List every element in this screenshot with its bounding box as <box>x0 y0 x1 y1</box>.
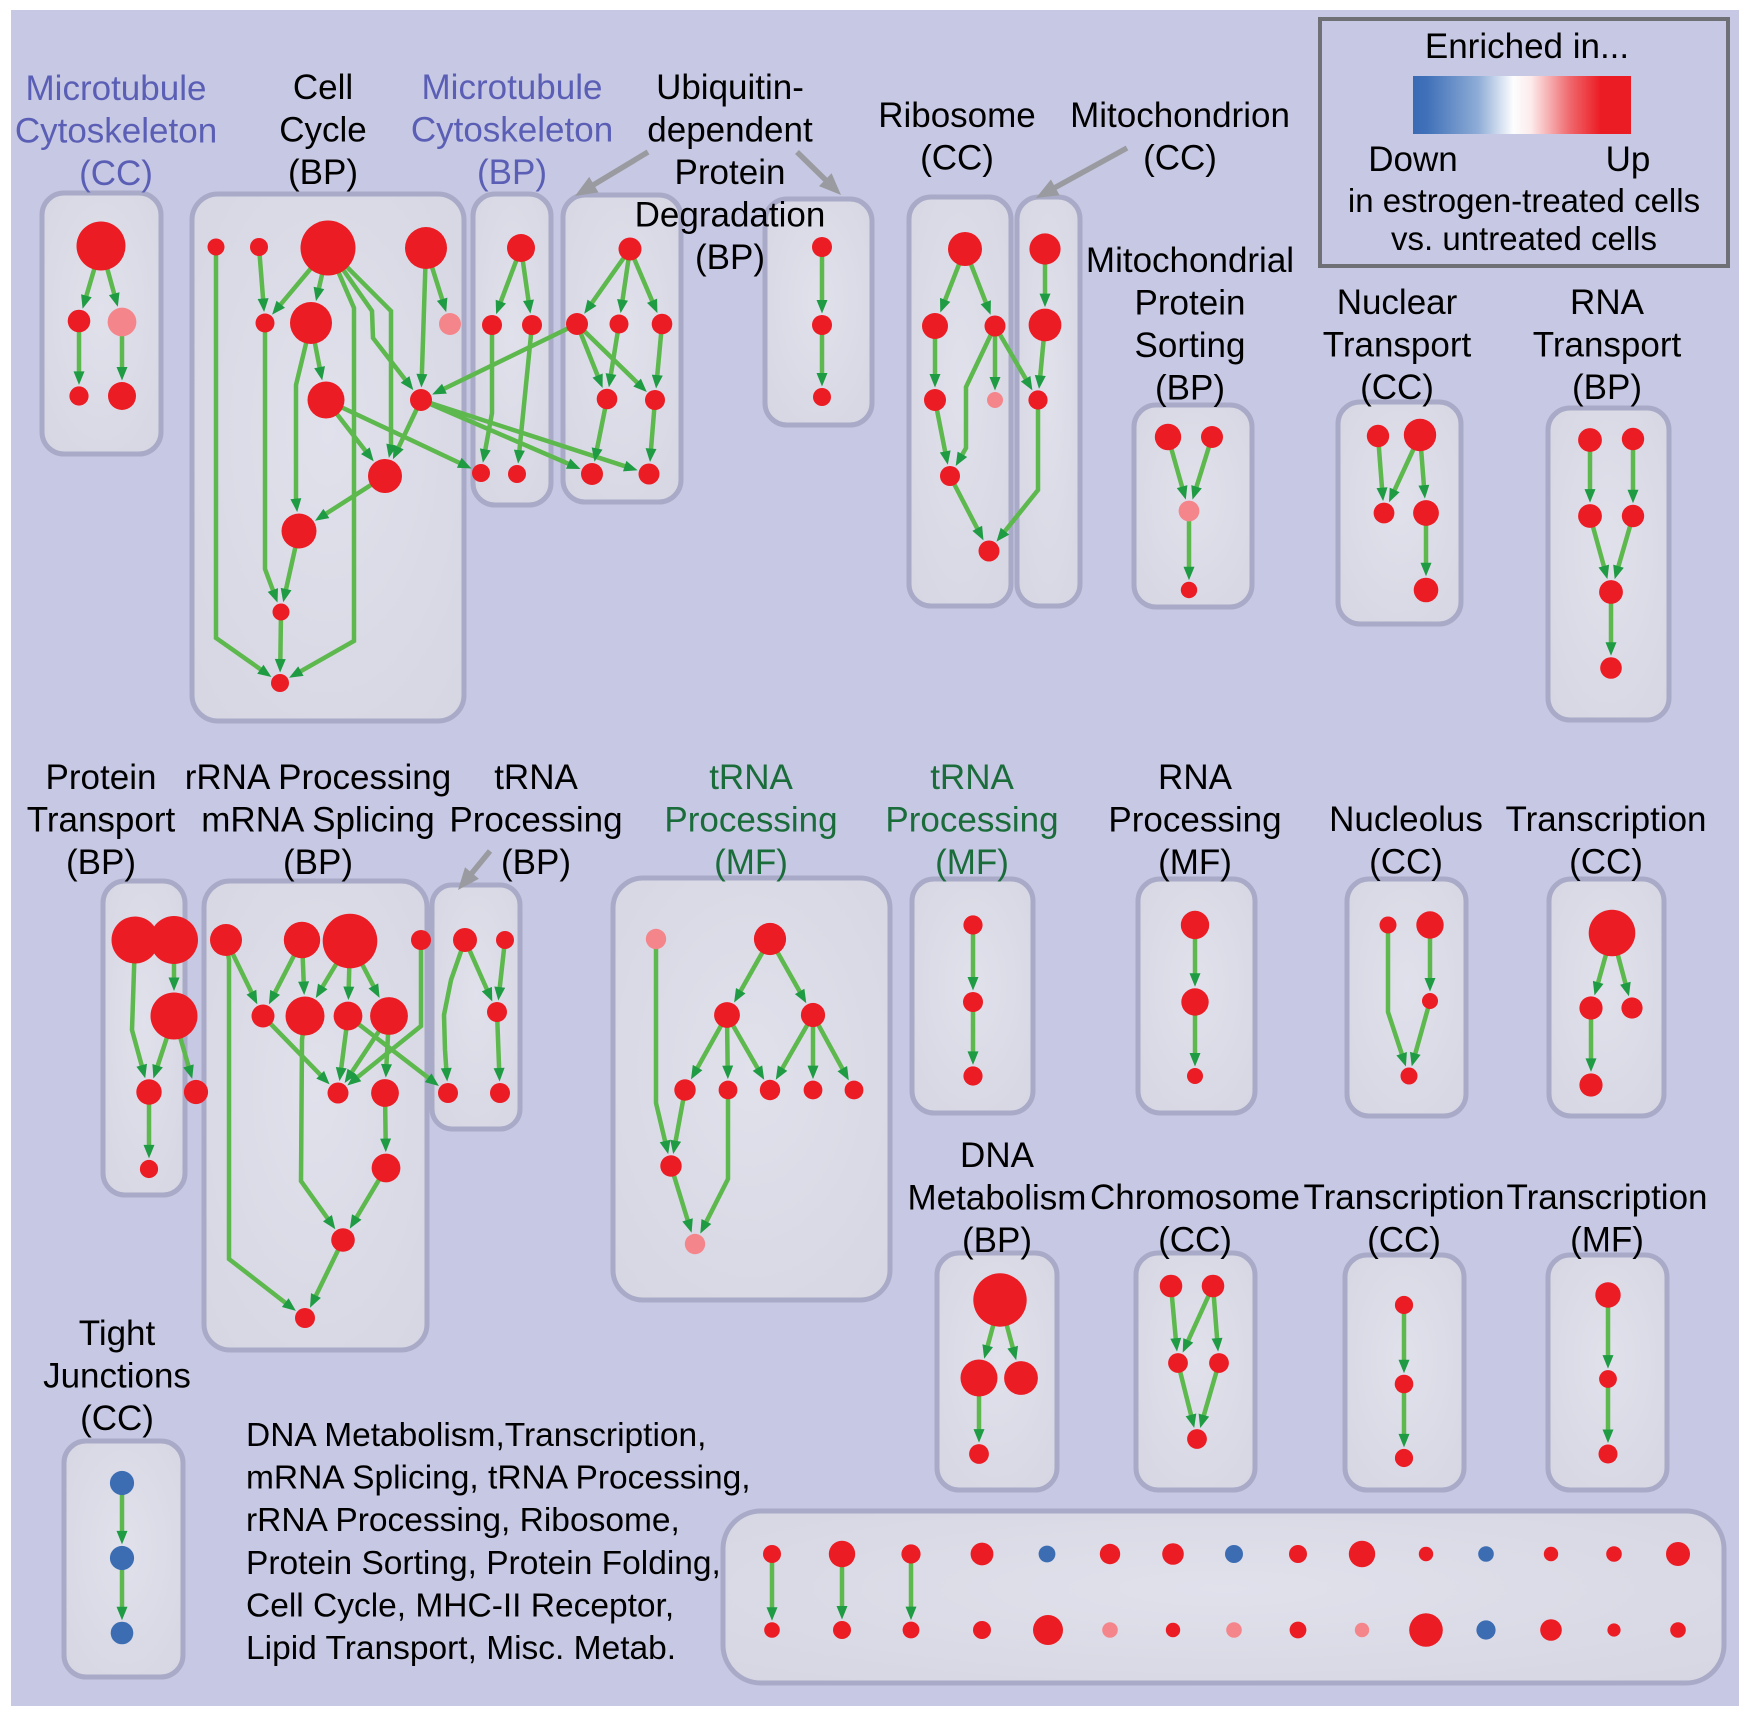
svg-text:(CC): (CC) <box>1143 139 1217 178</box>
svg-text:DNA Metabolism,Transcription,: DNA Metabolism,Transcription, <box>246 1417 706 1454</box>
svg-text:Nucleolus: Nucleolus <box>1329 800 1483 839</box>
svg-text:Transcription: Transcription <box>1304 1178 1505 1217</box>
svg-text:mRNA Splicing, tRNA Processing: mRNA Splicing, tRNA Processing, <box>246 1460 751 1497</box>
svg-text:Cytoskeleton: Cytoskeleton <box>15 112 217 151</box>
svg-text:(BP): (BP) <box>1572 368 1642 407</box>
svg-text:Protein: Protein <box>1135 284 1246 323</box>
svg-text:(CC): (CC) <box>1158 1221 1232 1260</box>
svg-text:Cell Cycle, MHC-II Receptor,: Cell Cycle, MHC-II Receptor, <box>246 1587 674 1624</box>
svg-text:(MF): (MF) <box>714 843 788 882</box>
svg-text:Protein Sorting, Protein Foldi: Protein Sorting, Protein Folding, <box>246 1545 721 1582</box>
svg-text:Processing: Processing <box>664 801 837 840</box>
svg-text:Up: Up <box>1606 140 1651 179</box>
svg-text:Protein: Protein <box>46 758 157 797</box>
svg-text:dependent: dependent <box>647 111 813 150</box>
svg-text:Transport: Transport <box>1323 326 1472 365</box>
svg-text:Tight: Tight <box>79 1314 156 1353</box>
svg-text:Transport: Transport <box>27 801 176 840</box>
svg-text:Processing: Processing <box>449 801 622 840</box>
svg-text:(CC): (CC) <box>1360 368 1434 407</box>
svg-text:DNA: DNA <box>960 1136 1035 1175</box>
svg-text:Processing: Processing <box>885 801 1058 840</box>
svg-text:mRNA Splicing: mRNA Splicing <box>201 801 434 840</box>
svg-text:Chromosome: Chromosome <box>1090 1178 1300 1217</box>
svg-text:Sorting: Sorting <box>1135 326 1246 365</box>
svg-text:Microtubule: Microtubule <box>422 68 603 107</box>
svg-text:rRNA Processing: rRNA Processing <box>185 758 451 797</box>
svg-text:RNA: RNA <box>1570 283 1645 322</box>
svg-text:Transport: Transport <box>1533 326 1682 365</box>
svg-text:(BP): (BP) <box>283 843 353 882</box>
svg-text:Degradation: Degradation <box>635 196 826 235</box>
svg-text:tRNA: tRNA <box>494 758 578 797</box>
svg-text:Metabolism: Metabolism <box>908 1179 1087 1218</box>
svg-text:tRNA: tRNA <box>930 758 1014 797</box>
svg-text:tRNA: tRNA <box>709 758 793 797</box>
svg-text:Transcription: Transcription <box>1506 800 1707 839</box>
svg-text:Mitochondrion: Mitochondrion <box>1070 96 1290 135</box>
svg-text:Ribosome: Ribosome <box>878 96 1036 135</box>
svg-text:(MF): (MF) <box>1158 843 1232 882</box>
svg-text:Cycle: Cycle <box>279 111 367 150</box>
svg-text:Transcription: Transcription <box>1507 1178 1708 1217</box>
svg-text:Processing: Processing <box>1108 801 1281 840</box>
svg-text:RNA: RNA <box>1158 758 1233 797</box>
svg-text:(BP): (BP) <box>962 1221 1032 1260</box>
svg-text:Down: Down <box>1368 140 1457 179</box>
svg-text:(CC): (CC) <box>1367 1221 1441 1260</box>
svg-text:vs. untreated cells: vs. untreated cells <box>1391 220 1657 257</box>
svg-text:(CC): (CC) <box>80 1399 154 1438</box>
svg-text:rRNA Processing, Ribosome,: rRNA Processing, Ribosome, <box>246 1502 680 1539</box>
svg-text:Cytoskeleton: Cytoskeleton <box>411 111 613 150</box>
svg-text:(BP): (BP) <box>695 238 765 277</box>
svg-text:(BP): (BP) <box>288 153 358 192</box>
svg-text:Protein: Protein <box>675 153 786 192</box>
svg-text:(MF): (MF) <box>1570 1221 1644 1260</box>
svg-text:(BP): (BP) <box>477 153 547 192</box>
svg-text:Enriched in...: Enriched in... <box>1425 27 1629 66</box>
svg-text:Lipid Transport, Misc. Metab.: Lipid Transport, Misc. Metab. <box>246 1630 676 1667</box>
svg-text:(CC): (CC) <box>1369 843 1443 882</box>
svg-text:(CC): (CC) <box>1569 843 1643 882</box>
svg-text:Cell: Cell <box>293 68 353 107</box>
svg-text:(BP): (BP) <box>66 843 136 882</box>
svg-text:Junctions: Junctions <box>43 1357 191 1396</box>
svg-text:(CC): (CC) <box>79 154 153 193</box>
svg-text:(CC): (CC) <box>920 139 994 178</box>
svg-text:(BP): (BP) <box>1155 369 1225 408</box>
svg-text:Nuclear: Nuclear <box>1337 283 1458 322</box>
svg-text:(BP): (BP) <box>501 843 571 882</box>
svg-text:(MF): (MF) <box>935 843 1009 882</box>
svg-text:in estrogen-treated cells: in estrogen-treated cells <box>1348 182 1700 219</box>
svg-text:Mitochondrial: Mitochondrial <box>1086 241 1294 280</box>
svg-text:Ubiquitin-: Ubiquitin- <box>656 68 804 107</box>
svg-text:Microtubule: Microtubule <box>26 69 207 108</box>
